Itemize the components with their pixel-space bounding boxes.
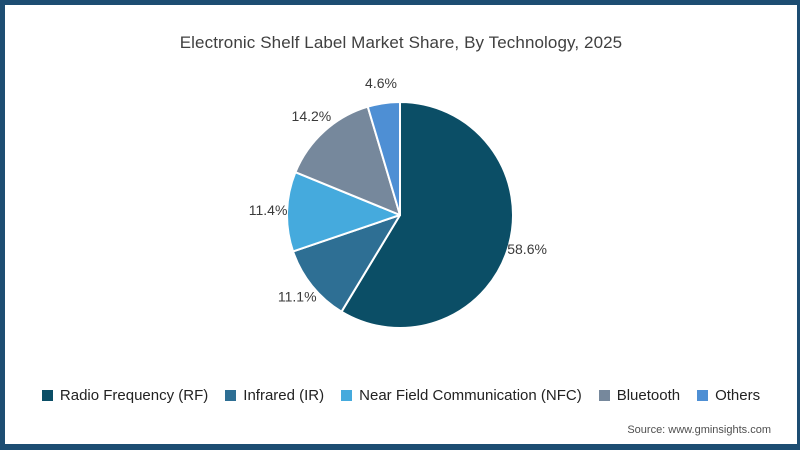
legend-swatch bbox=[225, 390, 237, 401]
pie-slice-radio-frequency-rf bbox=[340, 101, 514, 329]
legend-swatch bbox=[598, 390, 610, 401]
pie-chart: 58.6% 11.1% 11.4% 14.2% 4.6% bbox=[249, 75, 547, 329]
pie-slice-others bbox=[366, 101, 401, 216]
legend-swatch bbox=[41, 390, 53, 401]
legend-label: Near Field Communication (NFC) bbox=[359, 387, 582, 404]
legend-item: Near Field Communication (NFC) bbox=[341, 387, 582, 404]
legend-label: Infrared (IR) bbox=[243, 387, 325, 404]
pie-slice-near-field-communication-nfc bbox=[286, 171, 401, 253]
legend-item: Others bbox=[697, 387, 760, 404]
legend: Radio Frequency (RF) Infrared (IR) Near Fi… bbox=[5, 387, 797, 404]
pie-value-label: 4.6% bbox=[365, 75, 397, 91]
source-attribution: Source: www.gminsights.com bbox=[627, 424, 771, 436]
legend-label: Bluetooth bbox=[616, 387, 681, 404]
legend-label: Others bbox=[715, 387, 761, 404]
pie-slice-bluetooth bbox=[294, 105, 401, 216]
pie-value-label: 11.4% bbox=[249, 202, 288, 218]
legend-item: Infrared (IR) bbox=[225, 387, 324, 404]
chart-title: Electronic Shelf Label Market Share, By … bbox=[179, 33, 623, 52]
pie-slice-infrared-ir bbox=[292, 214, 401, 313]
legend-swatch bbox=[341, 390, 353, 401]
legend-label: Radio Frequency (RF) bbox=[59, 387, 209, 404]
legend-swatch bbox=[697, 390, 709, 401]
legend-item: Bluetooth bbox=[598, 387, 681, 404]
pie-value-label: 58.6% bbox=[507, 241, 547, 257]
pie-value-label: 11.1% bbox=[278, 289, 317, 305]
legend-item: Radio Frequency (RF) bbox=[41, 387, 209, 404]
pie-value-label: 14.2% bbox=[292, 108, 332, 124]
